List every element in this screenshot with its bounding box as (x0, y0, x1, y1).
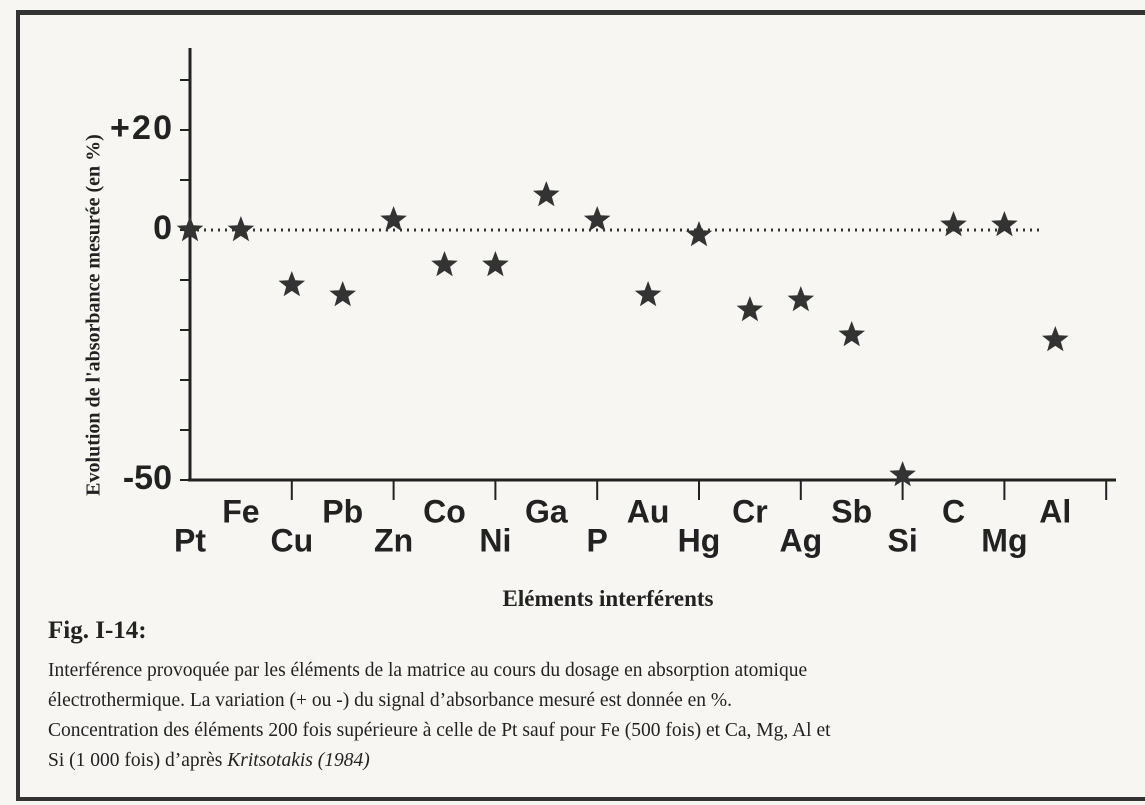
x-tick-label: Cr (732, 493, 768, 529)
star-marker (889, 461, 916, 487)
star-marker (1042, 326, 1069, 352)
star-marker (227, 216, 255, 242)
y-axis-label: Evolution de l'absorbance mesurée (en %) (83, 134, 105, 496)
y-tick-label: -50 (123, 459, 172, 497)
caption-line: Interférence provoquée par les éléments … (48, 660, 808, 681)
x-tick-label: Co (423, 493, 466, 529)
star-marker (533, 181, 560, 207)
x-tick-label: Pt (174, 522, 206, 558)
x-tick-label: Si (887, 522, 917, 558)
x-tick-label: Mg (981, 522, 1027, 558)
x-tick-label: Ni (479, 522, 511, 558)
star-marker (176, 216, 204, 242)
x-tick-label: P (587, 522, 608, 558)
star-marker (329, 281, 356, 307)
star-marker (482, 251, 509, 277)
x-tick-label: Fe (222, 493, 259, 529)
x-tick-label: Ga (525, 493, 568, 529)
star-marker (736, 296, 764, 322)
reference: Kritsotakis (1984) (227, 750, 370, 771)
x-tick-label: Au (627, 493, 670, 529)
star-marker (685, 221, 713, 247)
star-marker (838, 321, 865, 347)
caption-line: Si (1 000 fois) d’après Kritsotakis (198… (48, 750, 370, 772)
star-marker (991, 211, 1018, 237)
x-axis-label: Eléments interférents (503, 586, 714, 611)
star-marker (940, 211, 967, 237)
star-marker (634, 281, 662, 307)
caption-text: Si (1 000 fois) d’après (48, 750, 228, 771)
x-tick-label: Sb (831, 493, 872, 529)
x-tick-label: C (942, 493, 965, 529)
caption-line: électrothermique. La variation (+ ou -) … (48, 690, 733, 711)
frame (16, 10, 1145, 801)
star-marker (583, 206, 611, 232)
star-marker (380, 206, 407, 232)
x-tick-label: Hg (678, 522, 721, 558)
x-tick-label: Cu (270, 522, 313, 558)
x-tick-label: Al (1039, 493, 1071, 529)
y-tick-label: +20 (110, 109, 172, 147)
star-marker (431, 251, 458, 277)
caption-line: Concentration des éléments 200 fois supé… (48, 720, 831, 741)
x-tick-label: Zn (374, 522, 413, 558)
star-marker (278, 271, 306, 297)
x-tick-label: Ag (779, 522, 822, 558)
star-marker (787, 286, 815, 312)
x-tick-label: Pb (322, 493, 363, 529)
figure-label: Fig. I-14: (48, 617, 147, 644)
y-tick-label: 0 (153, 209, 172, 247)
